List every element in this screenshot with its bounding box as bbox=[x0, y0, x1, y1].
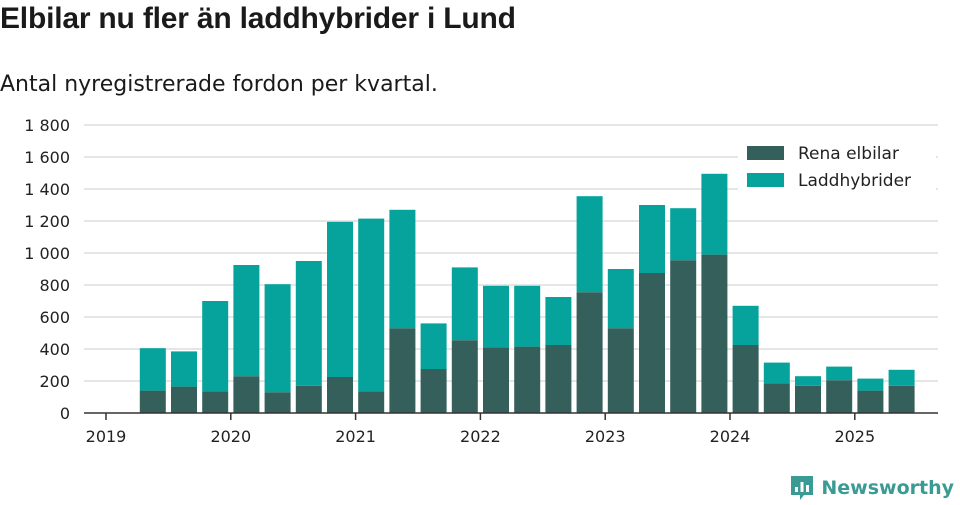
bar-laddhybrider bbox=[670, 208, 697, 261]
bar-rena-elbilar bbox=[888, 385, 915, 413]
chart-title: Elbilar nu fler än laddhybrider i Lund bbox=[0, 2, 516, 35]
legend-label-laddhybrider: Laddhybrider bbox=[798, 171, 911, 191]
bar-laddhybrider bbox=[483, 285, 509, 348]
newsworthy-logo-icon bbox=[791, 476, 814, 500]
bar-laddhybrider bbox=[514, 285, 541, 347]
legend-swatch-laddhybrider bbox=[747, 173, 784, 187]
bar-rena-elbilar bbox=[389, 328, 416, 413]
y-axis-tick-labels: 0 200 400 600 800 1 000 1 200 1 400 1 600 1 800 bbox=[24, 116, 70, 423]
brand-name: Newsworthy bbox=[821, 477, 954, 499]
bar-laddhybrider bbox=[295, 261, 322, 386]
bars bbox=[139, 173, 915, 413]
bar-laddhybrider bbox=[420, 323, 447, 369]
bar-laddhybrider bbox=[233, 265, 260, 377]
brand: Newsworthy bbox=[789, 474, 954, 502]
bar-laddhybrider bbox=[639, 205, 665, 273]
legend-label-rena-elbilar: Rena elbilar bbox=[798, 144, 899, 164]
bar-laddhybrider bbox=[795, 376, 821, 386]
x-tick-label: 2025 bbox=[834, 427, 875, 446]
bar-laddhybrider bbox=[358, 218, 385, 392]
x-tick-label: 2023 bbox=[585, 427, 626, 446]
bar-laddhybrider bbox=[732, 305, 759, 345]
bar-laddhybrider bbox=[701, 173, 728, 255]
bar-laddhybrider bbox=[857, 378, 884, 391]
bar-rena-elbilar bbox=[607, 328, 634, 413]
bar-rena-elbilar bbox=[451, 340, 478, 413]
bar-rena-elbilar bbox=[233, 376, 260, 413]
bar-rena-elbilar bbox=[639, 273, 665, 413]
bar-laddhybrider bbox=[139, 348, 166, 391]
y-tick-label: 600 bbox=[39, 308, 70, 327]
bar-rena-elbilar bbox=[171, 386, 197, 413]
y-tick-label: 400 bbox=[39, 340, 70, 359]
bar-laddhybrider bbox=[763, 362, 790, 384]
y-tick-label: 1 000 bbox=[24, 244, 70, 263]
y-tick-label: 1 400 bbox=[24, 180, 70, 199]
bar-rena-elbilar bbox=[139, 390, 166, 413]
bar-rena-elbilar bbox=[545, 345, 572, 413]
bar-rena-elbilar bbox=[483, 347, 509, 413]
x-tick-label: 2020 bbox=[210, 427, 251, 446]
y-tick-label: 200 bbox=[39, 372, 70, 391]
bar-laddhybrider bbox=[202, 301, 229, 392]
bar-rena-elbilar bbox=[202, 391, 229, 413]
bar-laddhybrider bbox=[389, 209, 416, 329]
bar-rena-elbilar bbox=[826, 380, 853, 413]
bar-rena-elbilar bbox=[514, 346, 541, 413]
y-tick-label: 800 bbox=[39, 276, 70, 295]
bar-rena-elbilar bbox=[327, 377, 353, 413]
bar-laddhybrider bbox=[451, 267, 478, 341]
bar-laddhybrider bbox=[264, 284, 291, 393]
legend-swatch-rena-elbilar bbox=[747, 146, 784, 160]
bar-rena-elbilar bbox=[857, 390, 884, 413]
y-tick-label: 1 800 bbox=[24, 116, 70, 135]
bar-rena-elbilar bbox=[701, 254, 728, 413]
bar-rena-elbilar bbox=[264, 392, 291, 413]
chart-subtitle: Antal nyregistrerade fordon per kvartal. bbox=[0, 72, 438, 97]
bar-rena-elbilar bbox=[420, 369, 447, 413]
bar-laddhybrider bbox=[576, 196, 603, 293]
bar-rena-elbilar bbox=[295, 385, 322, 413]
bar-laddhybrider bbox=[607, 269, 634, 329]
legend: Rena elbilar Laddhybrider bbox=[738, 140, 936, 197]
bar-laddhybrider bbox=[826, 366, 853, 381]
x-tick-label: 2021 bbox=[335, 427, 376, 446]
x-tick-label: 2019 bbox=[86, 427, 127, 446]
bar-rena-elbilar bbox=[670, 260, 697, 413]
bar-rena-elbilar bbox=[732, 345, 759, 413]
y-tick-label: 1 200 bbox=[24, 212, 70, 231]
bar-rena-elbilar bbox=[795, 385, 821, 413]
x-tick-label: 2024 bbox=[710, 427, 751, 446]
bar-laddhybrider bbox=[888, 369, 915, 386]
bar-rena-elbilar bbox=[576, 292, 603, 413]
bar-laddhybrider bbox=[171, 351, 197, 387]
stacked-bar-chart: 0 200 400 600 800 1 000 1 200 1 400 1 600 1 800 2… bbox=[24, 116, 938, 446]
x-axis-ticks: 2019 2020 2021 2022 2023 2024 2025 bbox=[86, 413, 875, 446]
bar-laddhybrider bbox=[545, 297, 572, 345]
bar-rena-elbilar bbox=[763, 383, 790, 413]
bar-rena-elbilar bbox=[358, 391, 385, 413]
x-tick-label: 2022 bbox=[460, 427, 501, 446]
bar-laddhybrider bbox=[327, 221, 353, 377]
y-tick-label: 0 bbox=[60, 404, 70, 423]
y-tick-label: 1 600 bbox=[24, 148, 70, 167]
